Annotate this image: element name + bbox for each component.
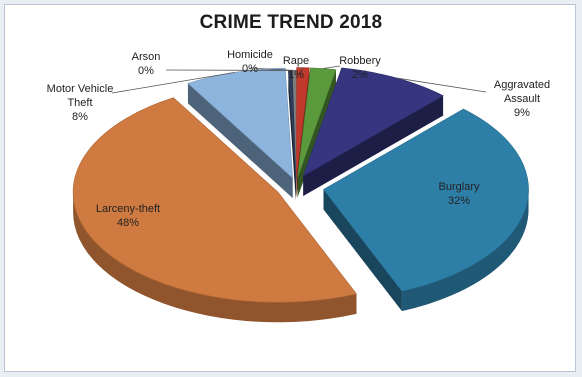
pie-slice-burglary <box>323 108 529 292</box>
pie-wall-motor-vehicle-theft-0 <box>187 83 293 198</box>
data-label-aggravated-assault: Aggravated Assault 9% <box>494 79 550 119</box>
data-label-burglary: Burglary 32% <box>439 181 480 207</box>
pie-wall-arson-0 <box>288 70 296 201</box>
data-label-rape: Rape 1% <box>283 55 309 81</box>
pie-wall-aggravated-assault-1 <box>303 95 444 197</box>
pie-slice-robbery <box>297 67 337 178</box>
leader-line-homicide <box>249 67 295 71</box>
leader-line-motor-vehicle-theft <box>111 72 235 94</box>
data-label-robbery: Robbery 2% <box>339 55 381 81</box>
pie-slice-aggravated-assault <box>302 67 444 177</box>
data-label-arson: Arson 0% <box>132 51 161 77</box>
data-label-homicide: Homicide 0% <box>227 49 273 75</box>
chart-title: CRIME TREND 2018 <box>199 12 383 33</box>
pie-side-larceny-theft <box>73 192 357 323</box>
pie-side-burglary <box>401 189 529 312</box>
data-label-motor-vehicle-theft: Motor Vehicle Theft 8% <box>47 83 114 123</box>
pie-slice-larceny-theft <box>72 97 357 303</box>
pie-wall-burglary-1 <box>323 189 402 312</box>
pie-slice-motor-vehicle-theft <box>187 67 293 179</box>
leader-line-rape <box>299 67 304 75</box>
leader-line-robbery <box>323 65 341 69</box>
data-label-larceny-theft: Larceny-theft 48% <box>96 203 160 229</box>
leader-line-aggravated-assault <box>395 77 487 93</box>
